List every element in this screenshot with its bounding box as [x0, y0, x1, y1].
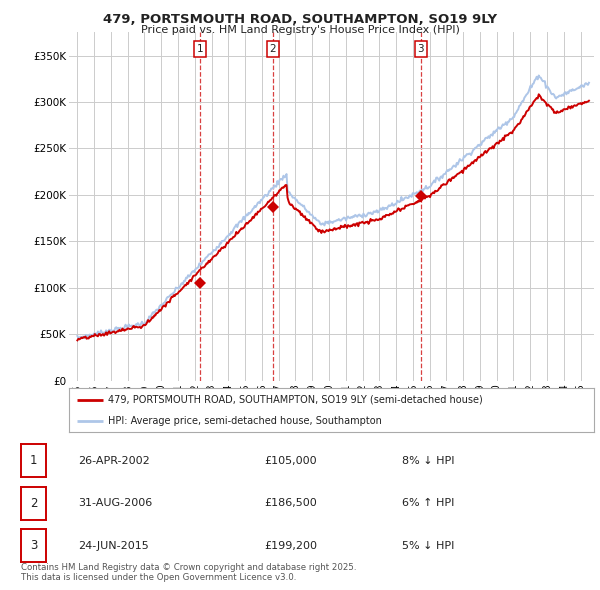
- Text: Contains HM Land Registry data © Crown copyright and database right 2025.
This d: Contains HM Land Registry data © Crown c…: [21, 563, 356, 582]
- Text: 2: 2: [269, 44, 276, 54]
- Text: 479, PORTSMOUTH ROAD, SOUTHAMPTON, SO19 9LY: 479, PORTSMOUTH ROAD, SOUTHAMPTON, SO19 …: [103, 13, 497, 26]
- Text: 1: 1: [30, 454, 37, 467]
- Text: Price paid vs. HM Land Registry's House Price Index (HPI): Price paid vs. HM Land Registry's House …: [140, 25, 460, 35]
- Text: 26-APR-2002: 26-APR-2002: [78, 456, 150, 466]
- Text: 5% ↓ HPI: 5% ↓ HPI: [402, 541, 454, 550]
- Text: 479, PORTSMOUTH ROAD, SOUTHAMPTON, SO19 9LY (semi-detached house): 479, PORTSMOUTH ROAD, SOUTHAMPTON, SO19 …: [109, 395, 483, 405]
- Text: 1: 1: [197, 44, 203, 54]
- Text: 3: 3: [418, 44, 424, 54]
- Text: 31-AUG-2006: 31-AUG-2006: [78, 499, 152, 508]
- Text: 3: 3: [30, 539, 37, 552]
- Text: 6% ↑ HPI: 6% ↑ HPI: [402, 499, 454, 508]
- Text: £199,200: £199,200: [264, 541, 317, 550]
- Text: 2: 2: [30, 497, 37, 510]
- Text: 8% ↓ HPI: 8% ↓ HPI: [402, 456, 455, 466]
- Text: HPI: Average price, semi-detached house, Southampton: HPI: Average price, semi-detached house,…: [109, 416, 382, 426]
- Text: £105,000: £105,000: [264, 456, 317, 466]
- Text: £186,500: £186,500: [264, 499, 317, 508]
- Text: 24-JUN-2015: 24-JUN-2015: [78, 541, 149, 550]
